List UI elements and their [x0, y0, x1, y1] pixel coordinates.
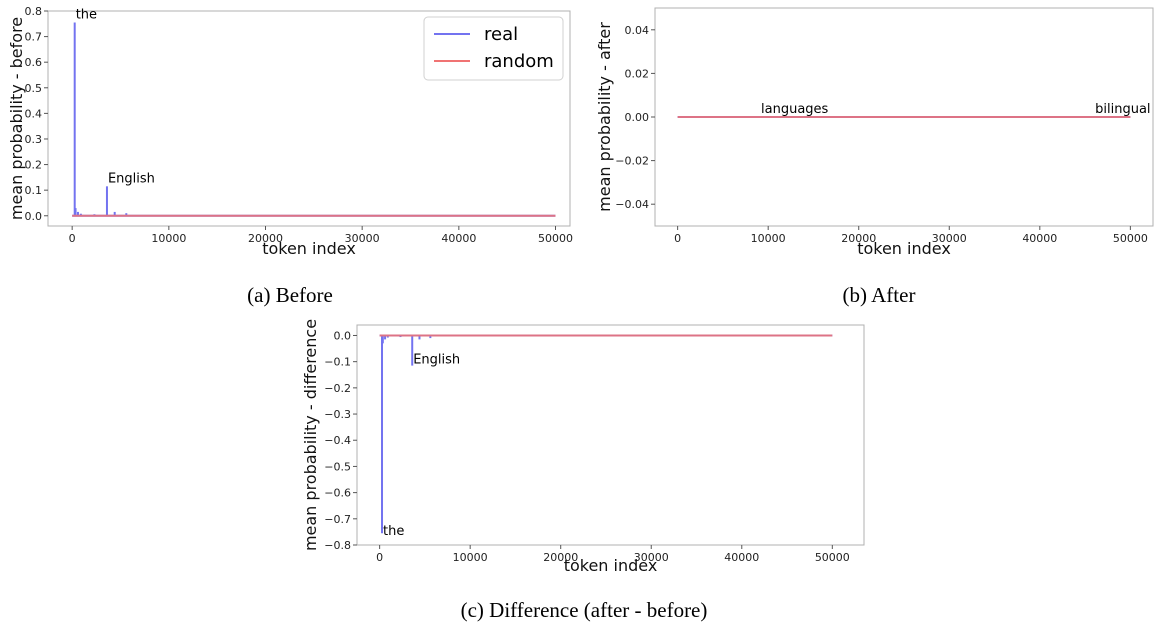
- y-tick-label: −0.8: [324, 539, 351, 552]
- plot-frame: [356, 324, 865, 546]
- y-tick-label: −0.5: [324, 460, 351, 473]
- y-tick-label: −0.04: [615, 198, 649, 211]
- x-tick-label: 50000: [538, 232, 573, 245]
- x-tick-label: 0: [376, 551, 383, 564]
- chart-b: 0 10000 20000 30000 40000 50000 −0.04 −0.02 0.00…: [595, 7, 1154, 307]
- x-tick-label: 40000: [1022, 232, 1057, 245]
- x-axis-label: token index: [857, 239, 951, 258]
- x-tick-label: 30000: [634, 551, 669, 564]
- chart-a: 0 10000 20000 30000 40000 50000 0.0 0.1 0.2 0.3 0.…: [7, 5, 573, 307]
- y-tick-label: 0.7: [25, 31, 43, 44]
- y-tick-label: 0.2: [25, 159, 43, 172]
- x-tick-label: 10000: [151, 232, 186, 245]
- y-axis-label: mean probability - after: [595, 22, 614, 212]
- y-tick-label: 0.4: [25, 107, 43, 120]
- y-tick-label: −0.02: [615, 155, 649, 168]
- x-tick-label: 50000: [815, 551, 850, 564]
- y-tick-label: 0.6: [25, 56, 43, 69]
- annotation-label: the: [383, 524, 404, 539]
- y-tick-label: 0.1: [25, 184, 43, 197]
- x-tick-label: 50000: [1113, 232, 1148, 245]
- annotation-label: languages: [761, 102, 829, 117]
- y-tick-label: 0.04: [625, 24, 650, 37]
- x-tick-label: 20000: [543, 551, 578, 564]
- figure-caption: (a) Before: [247, 283, 333, 307]
- x-axis-label: token index: [262, 239, 356, 258]
- annotation-label: the: [76, 8, 97, 23]
- y-tick-label: −0.7: [324, 513, 351, 526]
- x-axis-label: token index: [564, 556, 658, 575]
- x-tick-label: 0: [69, 232, 76, 245]
- annotation-label: English: [108, 171, 155, 186]
- figure-caption: (c) Difference (after - before): [461, 598, 708, 622]
- legend-label-random: random: [484, 51, 554, 72]
- x-tick-label: 10000: [751, 232, 786, 245]
- annotation-label: English: [413, 353, 460, 368]
- y-axis-label: mean probability - difference: [301, 319, 320, 551]
- x-tick-label: 30000: [345, 232, 380, 245]
- x-tick-label: 20000: [841, 232, 876, 245]
- legend-box: [423, 16, 564, 81]
- figure-caption: (b) After: [843, 283, 916, 307]
- y-tick-label: 0.0: [334, 329, 352, 342]
- y-tick-label: −0.2: [324, 382, 351, 395]
- y-tick-label: 0.0: [25, 210, 43, 223]
- x-tick-label: 30000: [932, 232, 967, 245]
- chart-c: 0 10000 20000 30000 40000 50000 0.0 −0.1 −0.2 −0.…: [301, 319, 865, 622]
- annotation-label: bilingual: [1095, 102, 1150, 117]
- plot-frame: [47, 10, 571, 227]
- y-tick-label: 0.8: [25, 5, 43, 18]
- y-tick-label: 0.00: [625, 111, 650, 124]
- legend: real random: [423, 16, 564, 81]
- x-tick-label: 0: [674, 232, 681, 245]
- y-tick-label: −0.1: [324, 356, 351, 369]
- y-tick-label: 0.5: [25, 82, 43, 95]
- legend-label-real: real: [484, 24, 518, 45]
- x-tick-label: 40000: [441, 232, 476, 245]
- y-tick-label: 0.02: [625, 67, 650, 80]
- y-tick-label: −0.4: [324, 434, 351, 447]
- y-axis-label: mean probability - before: [7, 17, 26, 220]
- x-tick-label: 20000: [248, 232, 283, 245]
- y-tick-label: −0.3: [324, 408, 351, 421]
- x-tick-label: 10000: [453, 551, 488, 564]
- y-tick-label: −0.6: [324, 487, 351, 500]
- y-tick-label: 0.3: [25, 133, 43, 146]
- x-tick-label: 40000: [724, 551, 759, 564]
